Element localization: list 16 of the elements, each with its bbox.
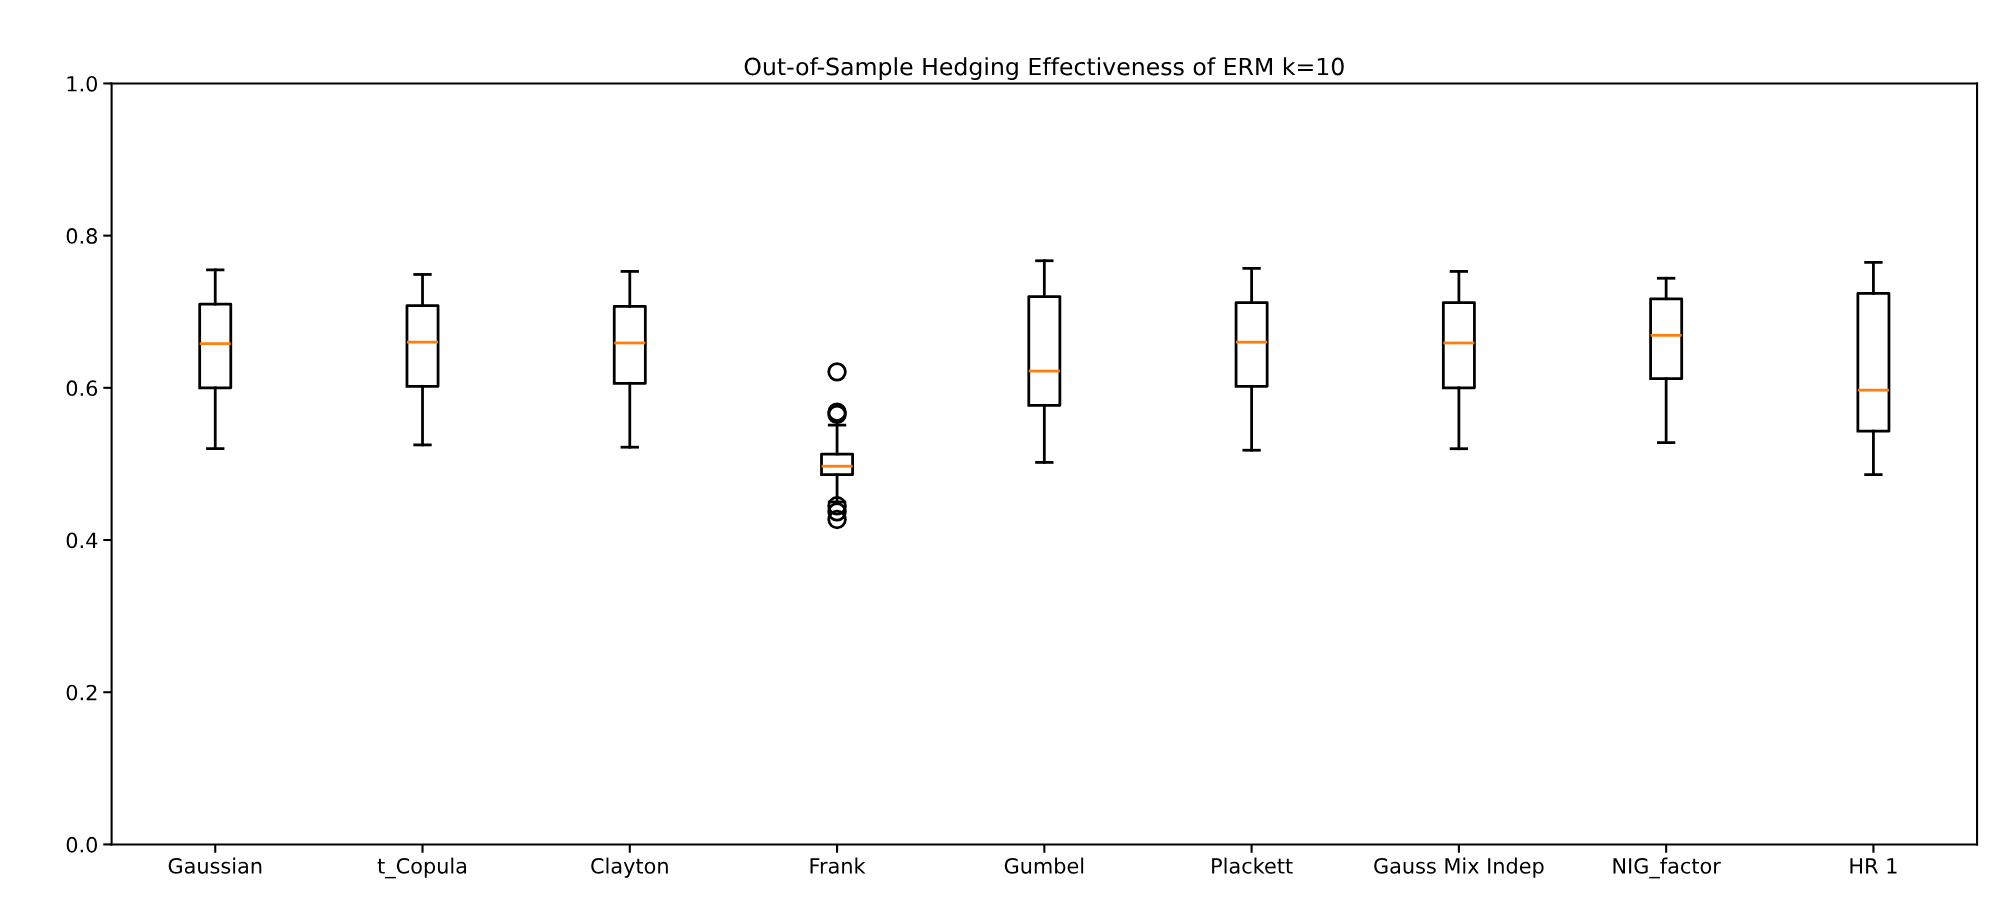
- x-tick-label: HR 1: [1850, 858, 1897, 874]
- chart-title: Out-of-Sample Hedging Effectiveness of ERM k=10: [744, 57, 1344, 81]
- y-tick-label: 0.0: [66, 836, 98, 853]
- x-tick-label: NIG_factor: [1613, 857, 1721, 879]
- x-tick-label: Plackett: [1212, 857, 1293, 874]
- x-tick-label: t_Copula: [377, 857, 467, 879]
- y-tick-label: 0.4: [66, 532, 98, 549]
- y-tick-label: 0.2: [66, 684, 97, 701]
- x-tick-label: Clayton: [591, 857, 668, 878]
- y-tick-label: 0.6: [66, 380, 98, 397]
- y-tick-label: 0.8: [66, 228, 97, 244]
- x-tick-label: Gaussian: [168, 857, 262, 874]
- x-tick-label: Frank: [810, 857, 866, 874]
- x-tick-label: Gauss Mix Indep: [1374, 857, 1544, 878]
- x-tick-label: Gumbel: [1004, 857, 1084, 874]
- y-tick-label: 1.0: [67, 75, 98, 92]
